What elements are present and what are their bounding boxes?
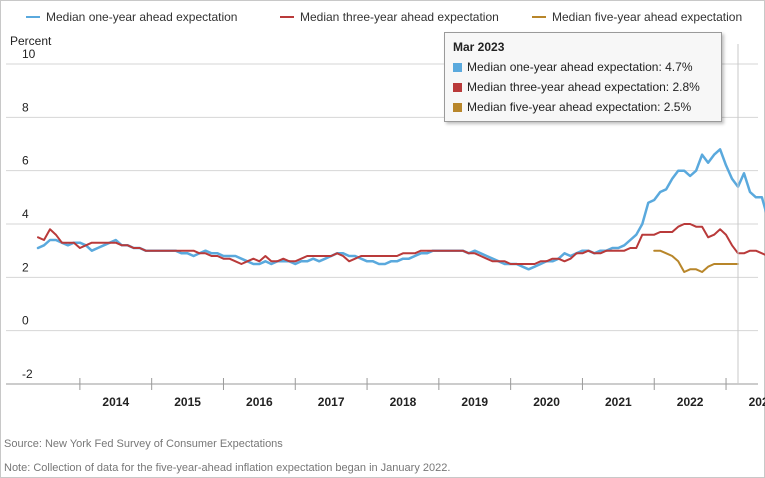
x-tick-label: 2022 [677, 395, 704, 409]
legend-item-five-year[interactable]: Median five-year ahead expectation [532, 10, 742, 24]
y-tick-label: 8 [22, 100, 29, 114]
x-tick-label: 2018 [390, 395, 417, 409]
y-tick-label: 0 [22, 314, 29, 328]
tooltip-text-one-year: Median one-year ahead expectation: 4.7% [467, 60, 693, 74]
chart-legend: Median one-year ahead expectation Median… [0, 10, 765, 28]
legend-swatch-five-year [532, 15, 546, 18]
legend-item-three-year[interactable]: Median three-year ahead expectation [280, 10, 499, 24]
y-tick-label: 4 [22, 207, 29, 221]
x-tick-label: 2015 [174, 395, 201, 409]
tooltip-swatch-one-year [453, 63, 462, 72]
tooltip-row-five-year: Median five-year ahead expectation: 2.5% [453, 100, 691, 114]
x-tick-label: 2023 [749, 395, 765, 409]
y-axis-tick-labels: -2 0 2 4 6 8 10 [22, 47, 36, 381]
tooltip-swatch-three-year [453, 83, 462, 92]
tooltip-text-three-year: Median three-year ahead expectation: 2.8… [467, 80, 700, 94]
legend-label-three-year: Median three-year ahead expectation [300, 10, 499, 24]
hover-tooltip: Mar 2023 Median one-year ahead expectati… [444, 32, 722, 122]
tooltip-text-five-year: Median five-year ahead expectation: 2.5% [467, 100, 692, 114]
series-line-three-year[interactable] [37, 223, 765, 265]
tooltip-swatch-five-year [453, 103, 462, 112]
legend-item-one-year[interactable]: Median one-year ahead expectation [26, 10, 237, 24]
y-tick-label: 2 [22, 260, 29, 274]
y-tick-label: 10 [22, 47, 36, 61]
legend-label-five-year: Median five-year ahead expectation [552, 10, 743, 24]
y-tick-label: -2 [22, 367, 33, 381]
x-tick-label: 2019 [461, 395, 488, 409]
x-axis: 2014 2015 2016 2017 2018 2019 2020 2021 2022 2023 [6, 378, 765, 409]
legend-label-one-year: Median one-year ahead expectation [46, 10, 238, 24]
y-axis-title: Percent [10, 34, 52, 48]
x-tick-label: 2017 [318, 395, 345, 409]
tooltip-row-three-year: Median three-year ahead expectation: 2.8… [453, 80, 700, 94]
y-tick-label: 6 [22, 154, 29, 168]
source-note: Source: New York Fed Survey of Consumer … [4, 438, 283, 450]
series-lines [36, 44, 765, 384]
legend-swatch-one-year [26, 15, 40, 18]
x-tick-label: 2016 [246, 395, 273, 409]
x-tick-label: 2021 [605, 395, 632, 409]
legend-swatch-three-year [280, 15, 294, 18]
x-tick-label: 2014 [102, 395, 129, 409]
tooltip-title: Mar 2023 [453, 40, 505, 54]
tooltip-row-one-year: Median one-year ahead expectation: 4.7% [453, 60, 693, 74]
x-tick-label: 2020 [533, 395, 560, 409]
footnote: Note: Collection of data for the five-ye… [4, 462, 451, 474]
series-line-five-year[interactable] [653, 249, 739, 273]
